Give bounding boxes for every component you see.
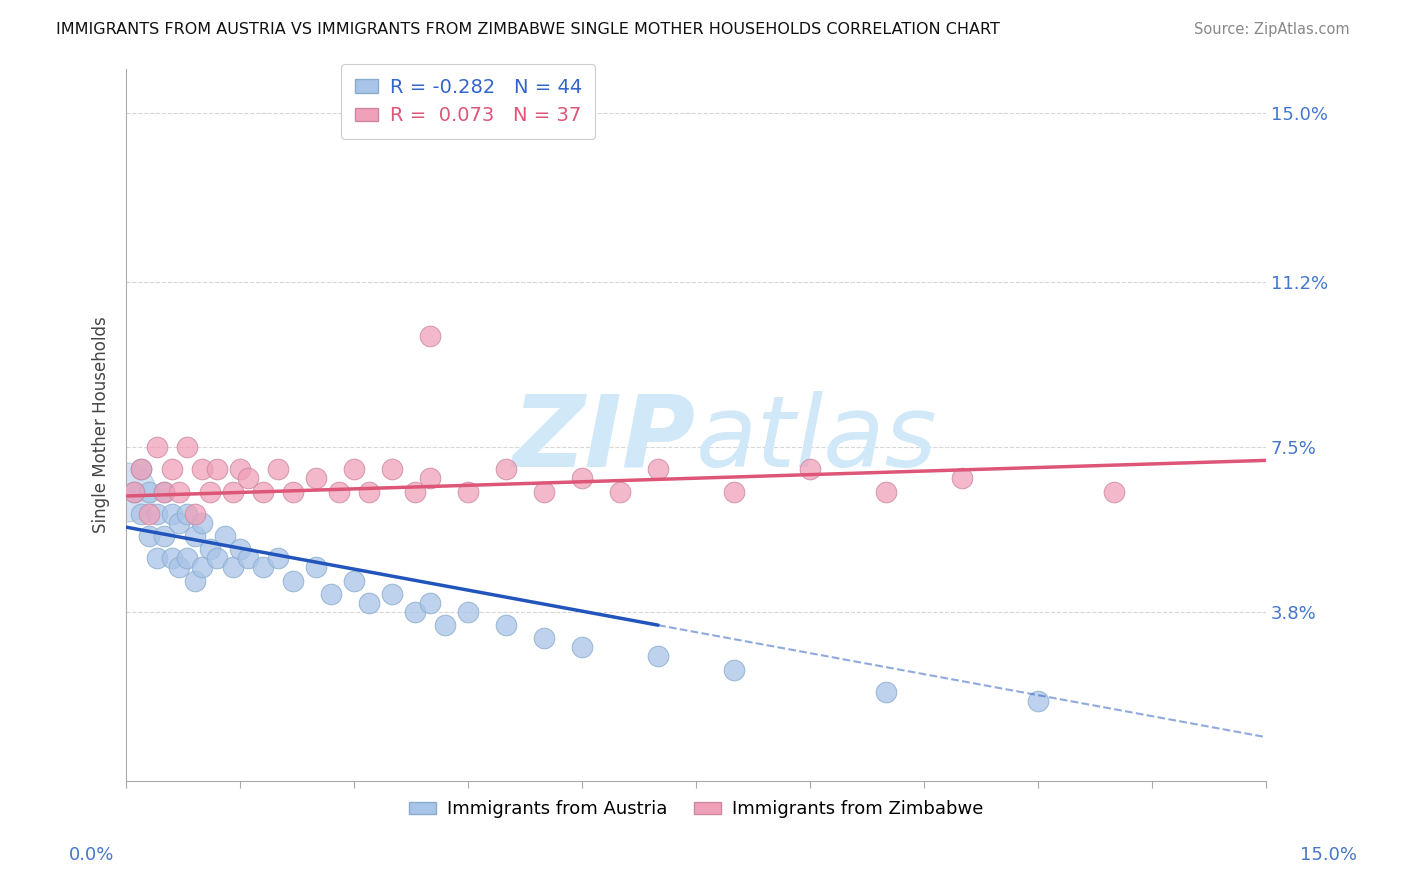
Point [122,484,145,499]
Point [183,574,205,588]
Point [160,462,183,476]
Point [875,484,897,499]
Point [198,484,221,499]
Point [404,605,426,619]
Point [571,471,593,485]
Point [145,551,167,566]
Point [160,507,183,521]
Point [305,560,328,574]
Point [419,328,441,343]
Point [176,507,198,521]
Point [609,484,631,499]
Point [723,484,745,499]
Point [153,529,176,543]
Point [138,529,160,543]
Point [145,507,167,521]
Text: 15.0%: 15.0% [1301,846,1357,863]
Point [138,484,160,499]
Point [343,574,366,588]
Legend: Immigrants from Austria, Immigrants from Zimbabwe: Immigrants from Austria, Immigrants from… [402,793,991,825]
Text: Source: ZipAtlas.com: Source: ZipAtlas.com [1194,22,1350,37]
Point [131,507,153,521]
Point [267,462,290,476]
Point [419,596,441,610]
Point [404,484,426,499]
Point [533,632,555,646]
Point [1102,484,1125,499]
Point [169,516,191,530]
Point [434,618,457,632]
Point [950,471,973,485]
Point [191,462,214,476]
Point [381,462,404,476]
Point [145,440,167,454]
Point [457,605,479,619]
Point [571,640,593,655]
Point [875,685,897,699]
Point [122,484,145,499]
Point [115,484,138,499]
Point [214,529,236,543]
Point [221,560,243,574]
Point [176,440,198,454]
Point [799,462,821,476]
Point [169,560,191,574]
Point [207,551,229,566]
Point [533,484,555,499]
Point [305,471,328,485]
Point [138,507,160,521]
Point [131,462,153,476]
Text: 0.0%: 0.0% [69,846,114,863]
Point [191,516,214,530]
Point [229,462,252,476]
Point [495,462,517,476]
Point [328,484,350,499]
Point [457,484,479,499]
Point [647,649,669,664]
Point [723,663,745,677]
Point [267,551,290,566]
Y-axis label: Single Mother Households: Single Mother Households [93,317,110,533]
Point [252,560,274,574]
Point [207,462,229,476]
Point [176,551,198,566]
Text: ZIP: ZIP [513,391,696,488]
Text: atlas: atlas [696,391,938,488]
Point [183,529,205,543]
Point [236,551,259,566]
Point [343,462,366,476]
Text: IMMIGRANTS FROM AUSTRIA VS IMMIGRANTS FROM ZIMBABWE SINGLE MOTHER HOUSEHOLDS COR: IMMIGRANTS FROM AUSTRIA VS IMMIGRANTS FR… [56,22,1000,37]
Point [153,484,176,499]
Point [419,471,441,485]
Point [183,507,205,521]
Point [283,574,305,588]
Point [221,484,243,499]
Point [236,471,259,485]
Point [359,484,381,499]
Point [321,587,343,601]
Point [359,596,381,610]
Point [169,484,191,499]
Point [381,587,404,601]
Point [647,462,669,476]
Point [191,560,214,574]
Point [198,542,221,557]
Point [283,484,305,499]
Point [252,484,274,499]
Point [160,551,183,566]
Point [131,462,153,476]
Point [153,484,176,499]
Point [229,542,252,557]
Point [495,618,517,632]
Point [1026,694,1049,708]
